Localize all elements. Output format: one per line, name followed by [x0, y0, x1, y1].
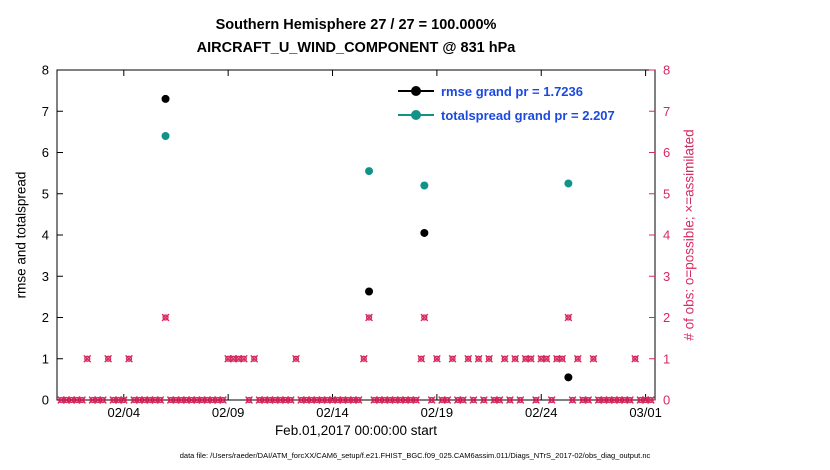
legend-item-rmse: rmse grand pr = 1.7236: [398, 79, 615, 103]
obs-marker: [104, 354, 113, 363]
y-tick-label-left: 5: [42, 186, 49, 201]
obs-marker: [359, 354, 368, 363]
obs-marker: [626, 396, 634, 404]
obs-marker: [564, 313, 573, 322]
obs-marker: [646, 396, 655, 404]
obs-marker: [161, 313, 170, 322]
totalspread-point: [420, 181, 429, 190]
obs-marker: [245, 396, 253, 404]
obs-marker: [485, 354, 493, 363]
obs-marker: [516, 396, 525, 404]
chart-title: Southern Hemisphere 27 / 27 = 100.000% A…: [57, 14, 655, 60]
obs-marker: [474, 354, 483, 363]
obs-marker: [584, 396, 593, 404]
y-tick-label-right: 8: [663, 63, 670, 78]
obs-marker: [459, 396, 467, 404]
obs-marker: [119, 396, 128, 404]
legend-label-rmse: rmse grand pr = 1.7236: [441, 83, 583, 99]
left-axis-label: rmse and totalspread: [13, 171, 29, 299]
totalspread-point: [365, 167, 374, 176]
obs-marker: [156, 396, 165, 404]
obs-marker: [420, 313, 429, 322]
obs-marker: [125, 354, 133, 363]
obs-marker: [99, 396, 107, 404]
y-tick-label-left: 0: [42, 393, 49, 408]
legend: rmse grand pr = 1.7236 totalspread grand…: [398, 79, 615, 127]
obs-marker: [239, 354, 248, 363]
legend-label-totalspread: totalspread grand pr = 2.207: [441, 107, 615, 123]
y-tick-label-right: 0: [663, 393, 670, 408]
y-tick-label-left: 8: [42, 63, 49, 78]
x-tick-label: 02/09: [212, 405, 245, 420]
totalspread-point: [564, 179, 573, 188]
rmse-point: [564, 373, 573, 382]
obs-marker: [506, 396, 514, 404]
x-tick-label: 02/04: [108, 405, 141, 420]
totalspread-line-dot-icon: [398, 110, 434, 120]
legend-item-totalspread: totalspread grand pr = 2.207: [398, 103, 615, 127]
obs-marker: [469, 396, 478, 404]
obs-marker: [448, 354, 457, 363]
obs-marker: [547, 396, 556, 404]
x-tick-label: 03/01: [629, 405, 662, 420]
obs-marker: [286, 396, 295, 404]
obs-marker: [479, 396, 488, 404]
y-tick-label-left: 1: [42, 351, 49, 366]
rmse-point: [365, 287, 374, 296]
right-axis-label: # of obs: o=possible; ×=assimilated: [681, 129, 697, 341]
chart-title-line2: AIRCRAFT_U_WIND_COMPONENT @ 831 hPa: [196, 40, 516, 56]
obs-marker: [412, 396, 420, 404]
y-tick-label-left: 4: [42, 228, 49, 243]
y-tick-label-left: 3: [42, 269, 49, 284]
obs-marker: [495, 396, 504, 404]
data-file-caption: data file: /Users/raeder/DAI/ATM_forcXX/…: [179, 451, 651, 460]
x-axis-label: Feb.01,2017 00:00:00 start: [274, 423, 438, 438]
y-tick-label-left: 7: [42, 104, 49, 119]
obs-marker: [500, 354, 509, 363]
obs-marker: [464, 354, 473, 363]
obs-marker: [511, 354, 520, 363]
y-tick-label-left: 6: [42, 145, 49, 160]
y-tick-label-right: 3: [663, 269, 670, 284]
obs-marker: [78, 396, 86, 404]
obs-marker: [558, 354, 567, 363]
obs-marker: [365, 313, 373, 322]
totalspread-point: [161, 132, 170, 140]
obs-marker: [631, 354, 640, 363]
rmse-point: [420, 228, 429, 237]
obs-marker: [250, 354, 259, 363]
obs-marker: [526, 354, 535, 363]
x-tick-label: 02/14: [316, 405, 349, 420]
obs-marker: [589, 354, 598, 363]
obs-marker: [354, 396, 363, 404]
obs-marker: [427, 396, 436, 404]
obs-marker: [542, 354, 551, 363]
x-tick-label: 02/19: [421, 405, 454, 420]
y-tick-label-right: 6: [663, 145, 670, 160]
obs-marker: [532, 396, 540, 404]
y-tick-label-right: 1: [663, 351, 670, 366]
y-tick-label-right: 2: [663, 310, 670, 325]
obs-marker: [219, 396, 227, 404]
y-tick-label-left: 2: [42, 310, 49, 325]
obs-marker: [443, 396, 452, 404]
rmse-line-dot-icon: [398, 86, 434, 96]
obs-marker: [292, 354, 300, 363]
chart-title-line1: Southern Hemisphere 27 / 27 = 100.000%: [215, 17, 497, 33]
rmse-point: [161, 94, 170, 103]
obs-marker: [83, 354, 92, 363]
y-tick-label-right: 5: [663, 186, 670, 201]
obs-marker: [432, 354, 441, 363]
obs-marker: [573, 354, 582, 363]
y-tick-label-right: 4: [663, 228, 670, 243]
obs-marker: [417, 354, 426, 363]
obs-marker: [568, 396, 577, 404]
y-tick-label-right: 7: [663, 104, 670, 119]
x-tick-label: 02/24: [525, 405, 558, 420]
